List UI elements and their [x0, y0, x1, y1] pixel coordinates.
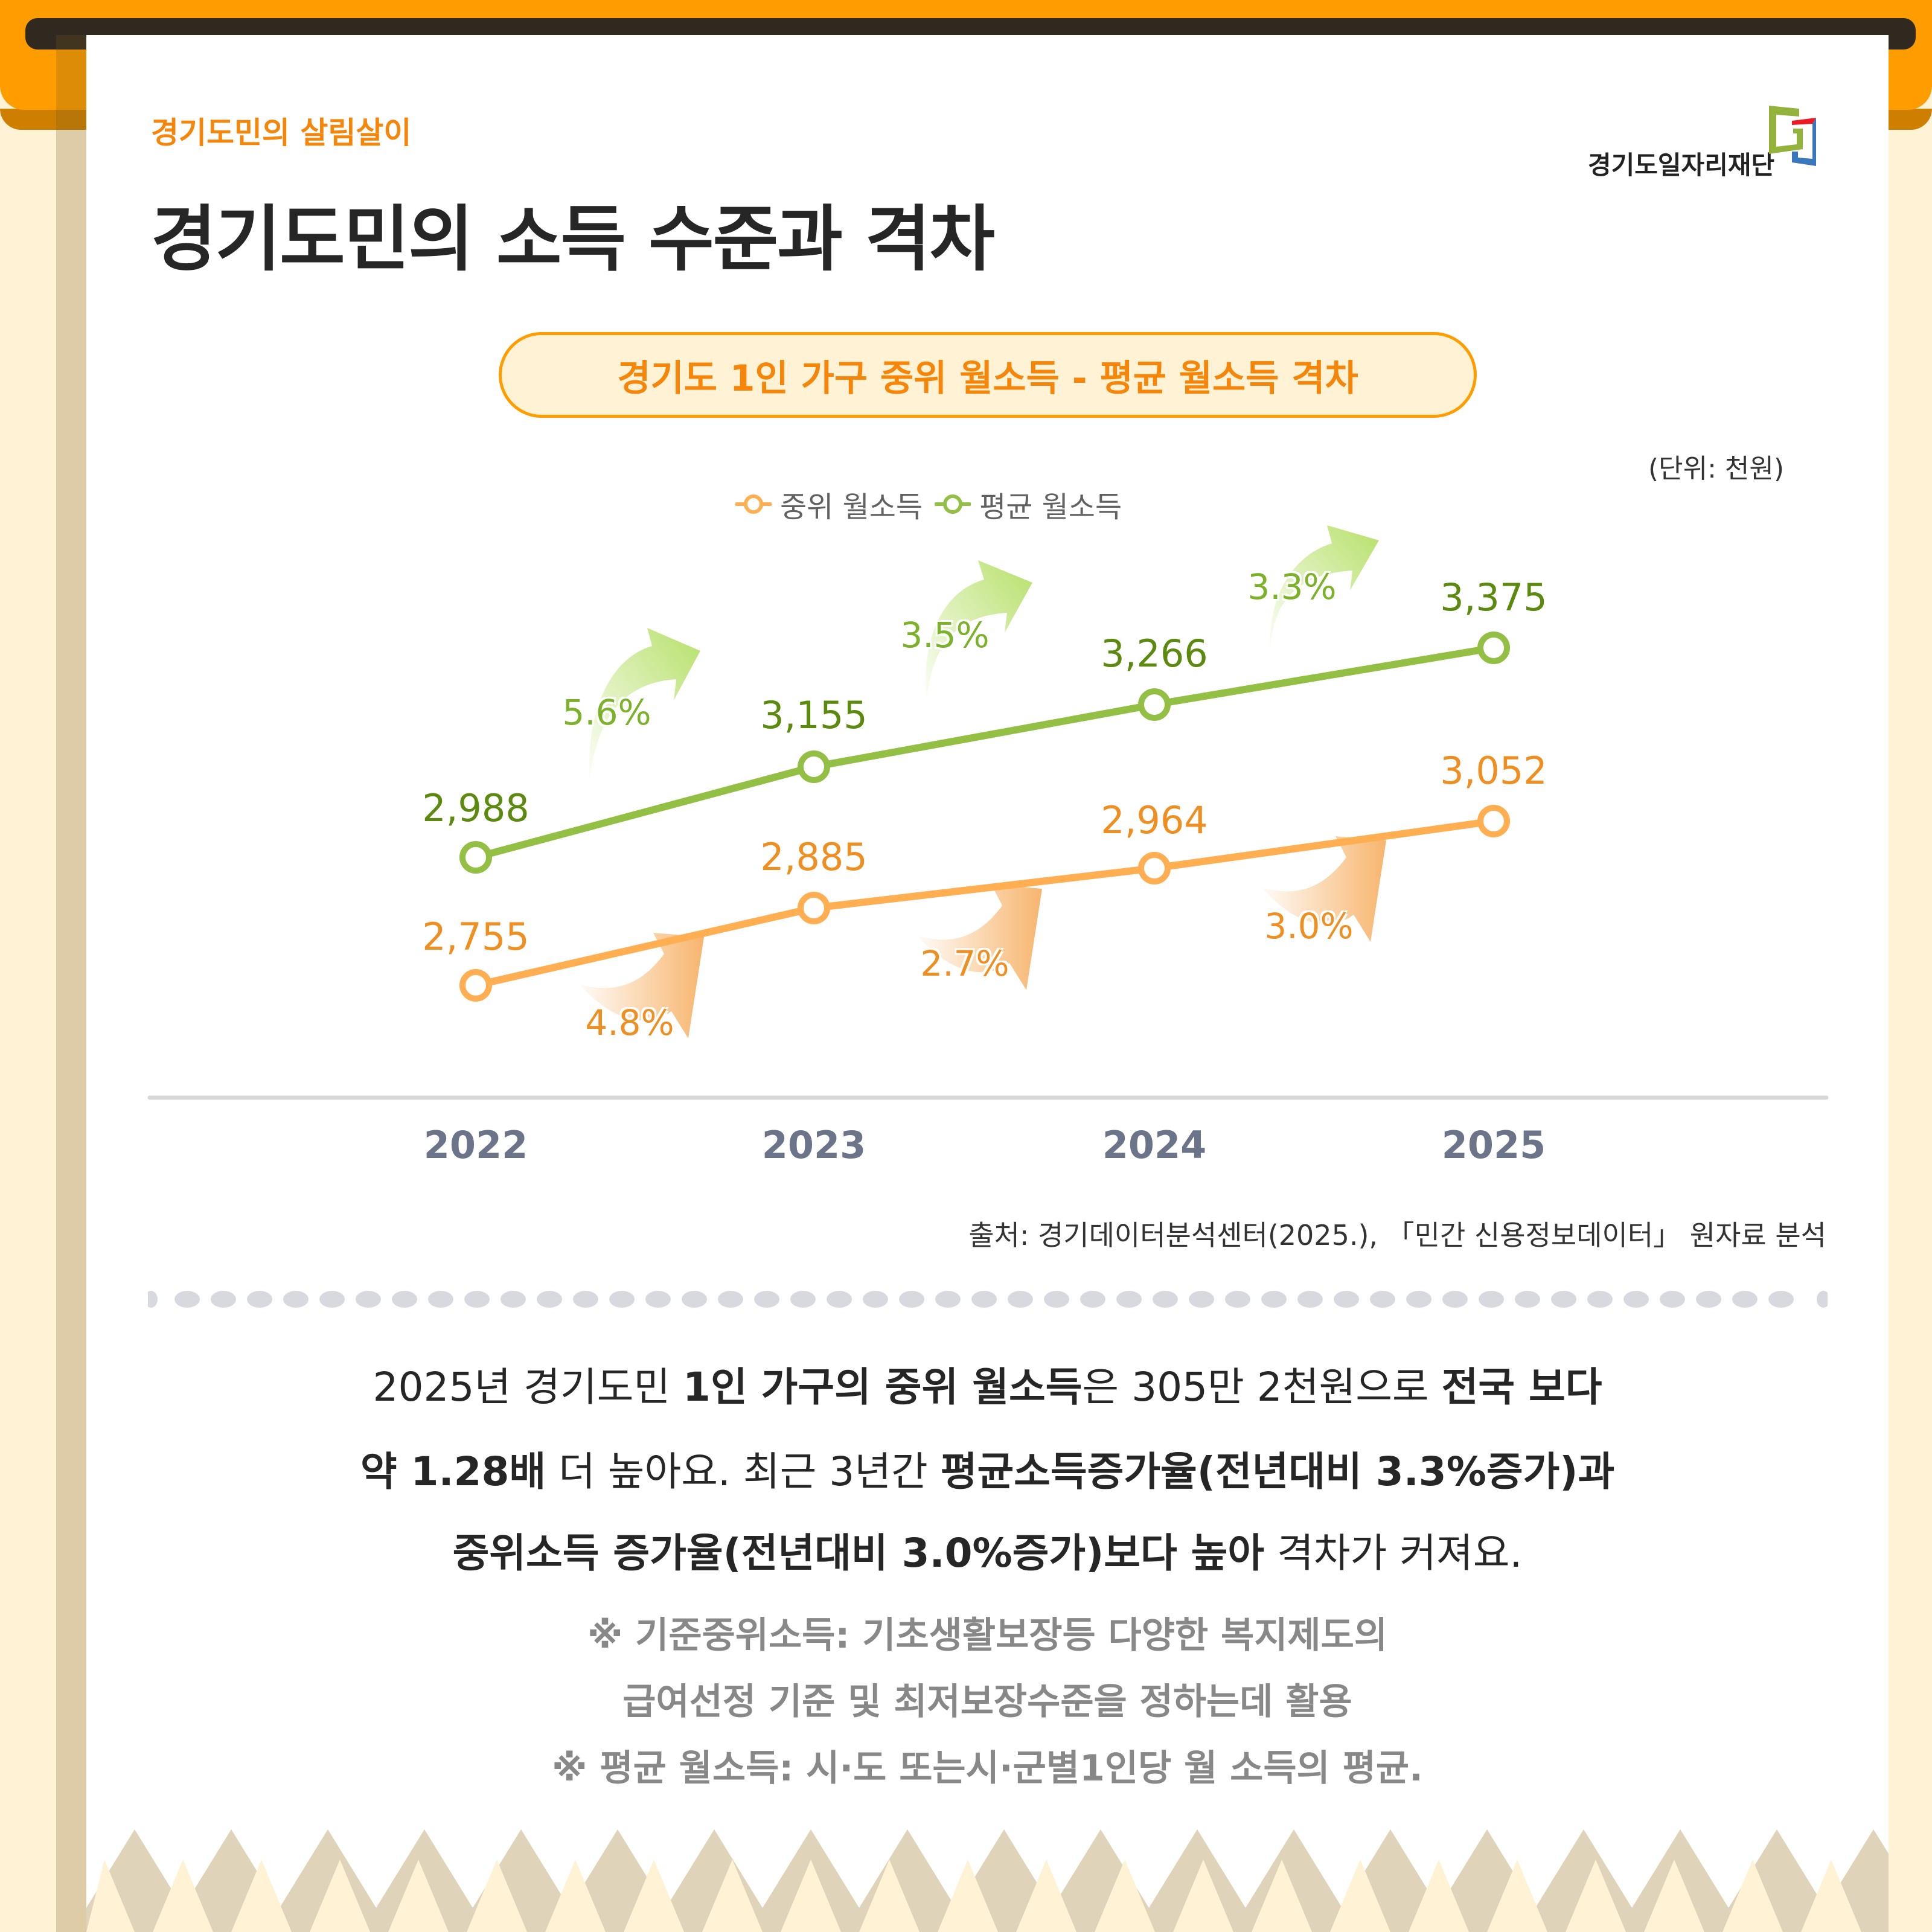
growth-label-median-3: 3.0% [1264, 906, 1354, 947]
summary-emphasis: 전국 보다 [1441, 1364, 1602, 1410]
series-markers-mean [459, 632, 1510, 874]
chart-legend: 중위 월소득 평균 월소득 [735, 483, 1122, 525]
summary-line-3: 중위소득 증가율(전년대비 3.0%증가)보다 높아 격차가 커져요. [86, 1534, 1889, 1573]
growth-label-median-2: 2.7% [920, 943, 1009, 984]
summary-text: 더 높아요. 최근 3년간 [546, 1448, 941, 1495]
value-label-median-2024: 2,964 [1101, 798, 1208, 842]
legend-marker-green-icon [935, 494, 971, 514]
zigzag-decoration [86, 1829, 1889, 1932]
value-label-mean-2025: 3,375 [1440, 575, 1547, 619]
legend-label: 중위 월소득 [780, 490, 923, 524]
summary-text: 격차가 커져요. [1264, 1530, 1523, 1576]
legend-item-median: 중위 월소득 [735, 483, 923, 525]
panel-shadow [56, 35, 86, 1932]
legend-marker-orange-icon [735, 494, 772, 514]
summary-text: 2025년 경기도민 [373, 1364, 683, 1410]
series-line-mean [475, 644, 1494, 861]
growth-arrows-mean [589, 525, 1379, 779]
summary-emphasis: 중위소득 증가율(전년대비 3.0%증가)보다 높아 [452, 1530, 1265, 1576]
chart-title-pill: 경기도 1인 가구 중위 월소득 - 평균 월소득 격차 [499, 332, 1477, 418]
dotted-divider [148, 1291, 1828, 1308]
growth-label-median-1: 4.8% [585, 1002, 674, 1043]
summary-line-2: 약 1.28배 더 높아요. 최근 3년간 평균소득증가율(전년대비 3.3%증… [86, 1452, 1889, 1492]
growth-arrows-median [580, 836, 1386, 1038]
value-label-mean-2023: 3,155 [760, 693, 868, 737]
note-line-3: ※ 평균 월소득: 시·도 또는시·군별1인당 월 소득의 평균. [552, 1747, 1423, 1790]
unit-label: (단위: 천원) [1648, 453, 1785, 484]
x-tick-2022: 2022 [423, 1123, 528, 1167]
growth-label-mean-3: 3.3% [1247, 566, 1337, 607]
summary-text: 은 305만 2천원으로 [1082, 1364, 1442, 1410]
series-markers-median [459, 805, 1510, 1002]
series-line-median [475, 817, 1494, 989]
summary-emphasis: 1인 가구의 중위 월소득 [683, 1364, 1083, 1410]
x-tick-2023: 2023 [761, 1123, 866, 1167]
summary-line-1: 2025년 경기도민 1인 가구의 중위 월소득은 305만 2천원으로 전국 … [86, 1367, 1889, 1407]
value-label-median-2023: 2,885 [760, 835, 868, 879]
page-title: 경기도민의 소득 수준과 격차 [151, 197, 995, 281]
value-label-mean-2024: 3,266 [1101, 632, 1208, 676]
note-line-2: 급여선정 기준 및 최저보장수준을 정하는데 활용 [622, 1681, 1352, 1723]
summary-emphasis: 평균소득증가율(전년대비 3.3%증가)과 [940, 1448, 1615, 1495]
value-label-median-2022: 2,755 [422, 915, 529, 959]
summary-emphasis: 약 1.28배 [360, 1448, 546, 1495]
value-label-mean-2022: 2,988 [422, 786, 529, 830]
legend-label: 평균 월소득 [979, 490, 1122, 524]
growth-label-mean-1: 5.6% [562, 692, 651, 733]
logo-text: 경기도일자리재단 [1588, 150, 1775, 180]
x-tick-2024: 2024 [1102, 1123, 1207, 1167]
x-tick-2025: 2025 [1441, 1123, 1546, 1167]
source-citation: 출처: 경기데이터분석센터(2025.), 「민간 신용정보데이터」 원자료 분… [968, 1219, 1826, 1252]
growth-label-mean-2: 3.5% [900, 615, 990, 656]
section-kicker: 경기도민의 살림살이 [151, 115, 412, 150]
value-label-median-2025: 3,052 [1440, 749, 1547, 793]
chart-title: 경기도 1인 가구 중위 월소득 - 평균 월소득 격차 [617, 357, 1358, 400]
note-line-1: ※ 기준중위소득: 기초생활보장등 다양한 복지제도의 [587, 1614, 1388, 1657]
legend-item-mean: 평균 월소득 [935, 483, 1122, 525]
logo-icon [1769, 106, 1816, 166]
